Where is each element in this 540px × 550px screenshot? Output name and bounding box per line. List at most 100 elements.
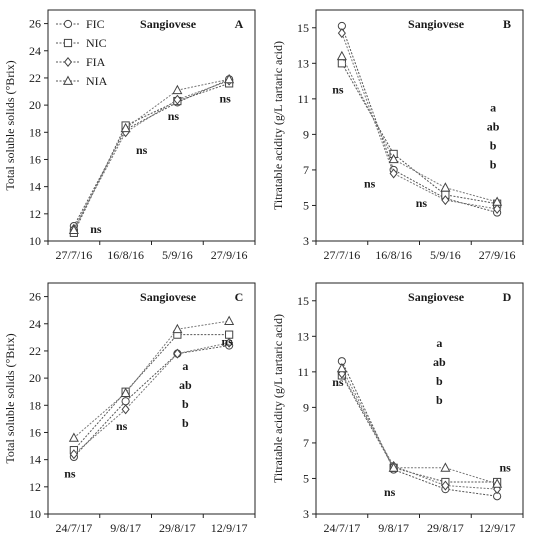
data-point — [69, 449, 78, 460]
data-point — [225, 337, 234, 348]
series-FIA — [337, 28, 502, 215]
y-tick-label: 3 — [303, 234, 309, 248]
significance-label: a — [436, 336, 442, 350]
series-NIC — [337, 371, 502, 487]
y-tick-label: 18 — [29, 125, 41, 139]
series-FIC — [69, 341, 234, 462]
x-tick-label: 27/9/16 — [479, 248, 516, 262]
series-NIA — [68, 73, 235, 235]
data-point — [68, 432, 79, 442]
significance-label: b — [490, 138, 497, 152]
panel-letter: C — [235, 290, 244, 304]
series-line — [341, 55, 498, 203]
y-tick-label: 14 — [29, 453, 41, 467]
y-axis-label: Titratable acidity (g/L tartaric acid) — [271, 314, 285, 483]
data-point — [388, 153, 399, 164]
panel-title: Sangiovese — [140, 17, 197, 31]
x-tick-label: 12/9/17 — [479, 521, 516, 535]
x-tick-label: 24/7/17 — [56, 521, 93, 535]
y-tick-label: 22 — [29, 344, 41, 358]
y-tick-label: 12 — [29, 207, 41, 221]
legend-item: FIC — [56, 17, 105, 31]
data-point — [441, 195, 450, 206]
data-point — [173, 94, 182, 105]
data-point — [172, 84, 183, 95]
data-point — [121, 397, 130, 406]
significance-label: a — [490, 100, 496, 114]
legend-marker — [63, 38, 73, 48]
significance-label: ab — [433, 355, 446, 369]
series-NIC — [337, 59, 502, 208]
y-tick-label: 16 — [29, 152, 41, 166]
y-tick-label: 9 — [303, 127, 309, 141]
y-tick-label: 7 — [303, 436, 309, 450]
y-axis-label: Total soluble solids (°Brix) — [3, 60, 17, 190]
significance-label: ns — [384, 485, 396, 499]
data-point — [173, 348, 182, 359]
legend-label: FIA — [86, 55, 106, 69]
series-line — [73, 342, 230, 455]
series-NIC — [69, 79, 234, 237]
data-point — [224, 73, 235, 84]
series-line — [341, 32, 498, 210]
data-point — [120, 122, 131, 133]
y-tick-label: 12 — [29, 480, 41, 494]
significance-label: ns — [168, 109, 180, 123]
plot-frame — [47, 282, 256, 515]
legend-item: NIA — [56, 74, 108, 88]
significance-label: ab — [179, 378, 192, 392]
y-tick-label: 26 — [29, 17, 41, 31]
significance-label: ns — [332, 83, 344, 97]
y-tick-label: 11 — [297, 92, 309, 106]
significance-label: ns — [221, 335, 233, 349]
y-tick-label: 20 — [29, 371, 41, 385]
data-point — [440, 462, 451, 472]
series-line — [341, 63, 498, 205]
series-NIC — [69, 330, 234, 455]
x-tick-label: 9/8/17 — [378, 521, 409, 535]
significance-label: ns — [332, 375, 344, 389]
legend-item: FIA — [56, 55, 106, 69]
significance-label: b — [182, 416, 189, 430]
series-line — [73, 82, 230, 234]
panel-C: 10 12 14 16 18 20 22 24 26 24/7/17 9/8/17 29/8/17 12… — [3, 282, 256, 535]
x-tick-label: 29/8/17 — [427, 521, 464, 535]
plot-frame — [47, 9, 256, 242]
significance-label: a — [182, 359, 188, 373]
y-tick-label: 3 — [303, 507, 309, 521]
series-line — [73, 320, 230, 439]
series-line — [73, 78, 230, 227]
significance-label: ns — [90, 222, 102, 236]
series-FIA — [337, 368, 502, 495]
x-tick-label: 5/9/16 — [162, 248, 193, 262]
series-NIA — [336, 50, 503, 206]
legend-marker — [63, 57, 73, 67]
x-tick-label: 24/7/17 — [324, 521, 361, 535]
significance-label: b — [436, 393, 443, 407]
series-FIA — [69, 337, 234, 460]
significance-label: ns — [416, 196, 428, 210]
x-tick-label: 12/9/17 — [211, 521, 248, 535]
y-tick-label: 13 — [297, 56, 309, 70]
panel-A: 10 12 14 16 18 20 22 24 26 27/7/16 16/8/16 5/9/16 27… — [3, 9, 256, 262]
significance-label: b — [490, 157, 497, 171]
data-point — [336, 362, 347, 373]
legend-marker — [63, 19, 73, 29]
series-line — [73, 334, 230, 451]
y-tick-label: 7 — [303, 163, 309, 177]
x-tick-label: 27/9/16 — [211, 248, 248, 262]
y-tick-label: 10 — [29, 507, 41, 521]
significance-label: ns — [364, 177, 376, 191]
y-tick-label: 5 — [303, 198, 309, 212]
series-NIA — [336, 362, 503, 488]
panel-letter: B — [503, 17, 511, 31]
significance-label: ns — [136, 143, 148, 157]
data-point — [224, 315, 235, 325]
data-point — [493, 484, 502, 495]
y-axis-label: Titratable acidity (g/L tartaric acid) — [271, 41, 285, 210]
legend-label: FIC — [86, 17, 105, 31]
y-tick-label: 10 — [29, 234, 41, 248]
series-line — [73, 345, 230, 458]
panel-title: Sangiovese — [140, 290, 197, 304]
